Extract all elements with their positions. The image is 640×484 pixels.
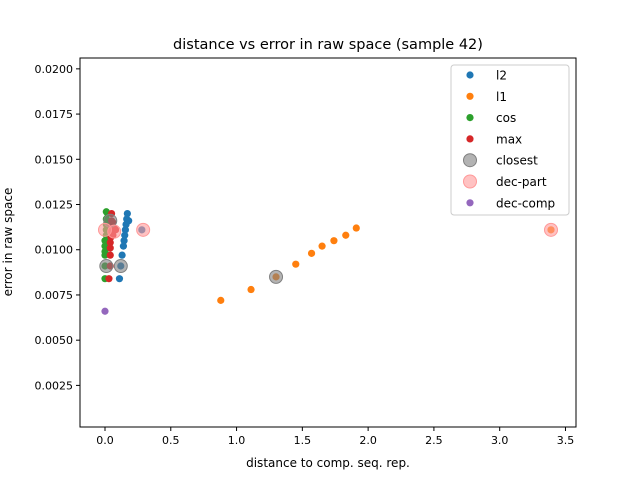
l1-point <box>330 237 338 245</box>
chart-title: distance vs error in raw space (sample 4… <box>173 37 483 53</box>
legend-label-closest: closest <box>496 154 538 168</box>
l2-point <box>118 251 126 259</box>
max-point <box>106 238 114 247</box>
dec-part-point <box>107 224 122 239</box>
l1-point <box>352 224 360 232</box>
l1-point <box>247 285 255 294</box>
closest-point <box>99 259 114 274</box>
x-tick-label: 3.0 <box>491 434 509 447</box>
l2-point <box>119 242 128 250</box>
l1-point <box>307 249 316 257</box>
x-tick-label: 1.0 <box>228 434 246 447</box>
legend-label-l2: l2 <box>496 69 507 83</box>
y-tick-label: 0.0050 <box>35 334 74 347</box>
max-point <box>105 275 113 283</box>
legend: l2 l1 cos max closest dec-part dec-comp <box>450 64 570 216</box>
max-point <box>106 244 114 252</box>
x-axis: 0.0 0.5 1.0 1.5 2.0 2.5 3.0 3.5 <box>96 427 574 447</box>
y-axis-label: error in raw space <box>1 188 15 297</box>
y-axis: 0.0025 0.0050 0.0075 0.0100 0.0125 0.0150 0.01… <box>35 63 80 392</box>
x-tick-label: 2.5 <box>425 434 443 447</box>
l1-point <box>342 231 350 239</box>
l1-point <box>292 260 300 268</box>
legend-label-max: max <box>496 132 522 146</box>
y-tick-label: 0.0075 <box>35 289 74 302</box>
x-tick-label: 0.0 <box>96 434 114 447</box>
l1-point <box>318 242 326 250</box>
l2-point <box>123 209 131 218</box>
l2-point <box>115 275 124 283</box>
y-tick-label: 0.0100 <box>35 244 74 257</box>
closest-point <box>269 269 284 284</box>
y-tick-label: 0.0125 <box>35 199 74 212</box>
max-point <box>106 251 114 259</box>
dec-part-point <box>544 222 559 237</box>
x-axis-label: distance to comp. seq. rep. <box>246 456 410 470</box>
x-tick-label: 2.0 <box>359 434 377 447</box>
y-tick-label: 0.0175 <box>35 108 74 121</box>
x-tick-label: 0.5 <box>162 434 180 447</box>
legend-label-l1: l1 <box>496 90 507 104</box>
legend-box <box>450 64 570 216</box>
y-tick-label: 0.0150 <box>35 153 74 166</box>
cos-point <box>101 247 109 256</box>
legend-label-dec-comp: dec-comp <box>496 196 555 210</box>
plot-points <box>97 208 559 315</box>
l2-point <box>125 217 133 225</box>
legend-marker-l1 <box>466 92 474 100</box>
l2-point <box>121 231 129 239</box>
y-tick-label: 0.0025 <box>35 379 74 392</box>
legend-marker-dec-comp <box>466 199 474 207</box>
plot-frame <box>79 57 577 428</box>
legend-marker-l2 <box>466 71 474 79</box>
closest-point <box>113 259 128 274</box>
legend-marker-max <box>466 135 474 143</box>
legend-label-cos: cos <box>496 111 516 125</box>
x-tick-label: 1.5 <box>294 434 312 447</box>
dec-comp-point <box>101 307 109 315</box>
legend-marker-cos <box>466 114 474 122</box>
dec-part-point <box>136 222 151 237</box>
l2-point <box>121 226 129 234</box>
legend-marker-dec-part <box>463 174 477 189</box>
l2-point <box>120 237 128 245</box>
y-tick-label: 0.0200 <box>35 63 74 76</box>
l1-point <box>217 296 225 304</box>
legend-marker-closest <box>463 153 477 168</box>
x-tick-label: 3.5 <box>557 434 575 447</box>
legend-label-dec-part: dec-part <box>496 175 547 189</box>
